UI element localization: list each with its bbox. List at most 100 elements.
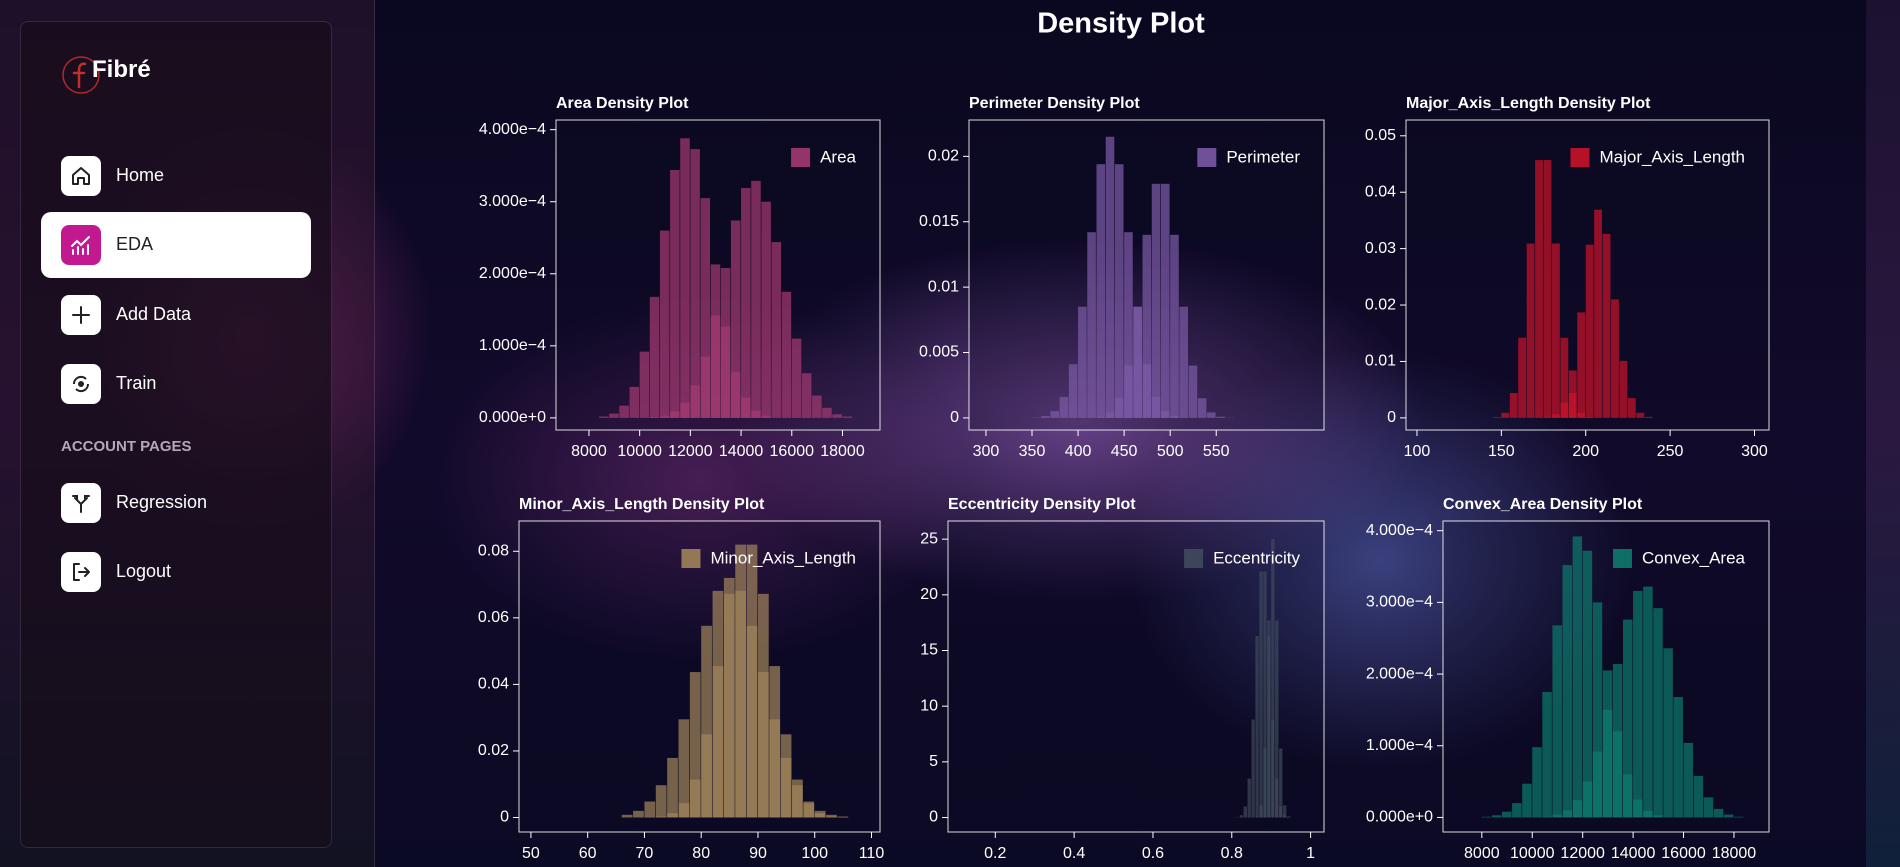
nav-item-active[interactable]: EDA — [41, 212, 311, 278]
x-tick-label: 50 — [522, 845, 540, 862]
histogram-bar — [701, 734, 712, 818]
x-tick-label: 0.2 — [984, 845, 1006, 862]
y-tick-label: 0 — [950, 409, 959, 426]
histogram-bar — [689, 779, 701, 818]
page-title: Density Plot — [1037, 8, 1205, 40]
nav-item[interactable]: Add Data — [41, 282, 311, 348]
histogram-bar — [741, 188, 751, 418]
histogram-bar — [1133, 306, 1142, 418]
histogram-bar — [1602, 709, 1613, 818]
x-tick-label: 8000 — [571, 443, 607, 460]
histogram-bar — [655, 785, 667, 818]
histogram-bar — [1535, 160, 1543, 418]
histogram-bar — [655, 816, 667, 818]
histogram-bar — [1585, 244, 1594, 418]
x-tick-label: 90 — [749, 845, 767, 862]
histogram-bar — [1713, 808, 1724, 818]
nav-label: Logout — [116, 561, 172, 581]
histogram-bar — [1592, 751, 1603, 818]
nav-label: Home — [116, 165, 165, 185]
y-tick-label: 25 — [920, 530, 938, 547]
histogram-bar — [1247, 778, 1251, 818]
histogram-bar — [1643, 586, 1653, 818]
x-tick-label: 70 — [636, 845, 654, 862]
histogram-bar — [690, 385, 700, 418]
histogram-bar — [621, 814, 633, 818]
histogram-bar — [780, 734, 792, 818]
legend-swatch — [681, 549, 701, 568]
histogram-bar — [1572, 536, 1583, 818]
legend-swatch — [1612, 549, 1632, 568]
nav-item[interactable]: Regression — [41, 470, 311, 536]
histogram-bar — [812, 395, 822, 418]
histogram-bar — [1267, 620, 1271, 818]
histogram-bar — [803, 803, 815, 818]
y-tick-label: 3.000e−4 — [479, 193, 546, 210]
chart-title: Area Density Plot — [556, 95, 689, 112]
y-tick-label: 0.000e+0 — [1366, 809, 1433, 826]
histogram-bar — [609, 413, 619, 418]
histogram-bar — [700, 198, 711, 418]
histogram-bar — [1512, 803, 1522, 818]
histogram-bar — [1582, 550, 1593, 818]
histogram-bar — [720, 268, 731, 418]
y-tick-label: 20 — [920, 586, 938, 603]
histogram-bar — [761, 201, 771, 418]
y-tick-label: 0.000e+0 — [479, 409, 546, 426]
x-tick-label: 1 — [1306, 845, 1315, 862]
x-tick-label: 450 — [1111, 443, 1138, 460]
x-tick-label: 60 — [579, 845, 597, 862]
section-title: ACCOUNT PAGES — [61, 438, 192, 455]
y-tick-label: 0.03 — [1365, 240, 1396, 257]
y-tick-label: 0 — [929, 809, 938, 826]
histogram-bar — [801, 373, 812, 418]
y-tick-label: 0 — [500, 809, 509, 826]
histogram-bar — [1693, 775, 1704, 818]
histogram-bar — [1543, 160, 1552, 418]
histogram-bar — [689, 672, 701, 818]
histogram-bar — [1733, 816, 1744, 818]
chart-title: Major_Axis_Length Density Plot — [1406, 95, 1651, 112]
histogram-bar — [1568, 370, 1577, 418]
y-tick-label: 0.05 — [1365, 127, 1396, 144]
y-tick-label: 0.06 — [478, 609, 509, 626]
histogram-bar — [837, 816, 849, 818]
histogram-bar — [1518, 337, 1527, 418]
histogram-bar — [792, 779, 803, 818]
chart: Eccentricity Density Plot 0 5 10 15 20 25 0.2 0.… — [920, 496, 1325, 862]
nav-item[interactable]: Train — [41, 351, 311, 417]
histogram-bar — [826, 816, 837, 818]
histogram-bar — [1096, 416, 1106, 418]
histogram-bar — [1078, 306, 1087, 418]
nav-item[interactable]: Logout — [41, 539, 311, 605]
nav-item[interactable]: Home — [41, 143, 311, 209]
histogram-bar — [667, 757, 678, 818]
x-tick-label: 16000 — [770, 443, 815, 460]
histogram-bar — [1594, 209, 1603, 418]
plot-frame — [518, 520, 881, 833]
y-tick-label: 0.08 — [478, 543, 509, 560]
x-tick-label: 250 — [1657, 443, 1684, 460]
plot-frame — [1442, 520, 1770, 833]
chart-title: Perimeter Density Plot — [969, 95, 1140, 112]
histogram-bar — [1551, 414, 1560, 418]
legend-label: Perimeter — [1226, 147, 1300, 166]
histogram-bar — [1041, 416, 1050, 418]
histogram-bar — [1572, 800, 1583, 818]
x-tick-label: 10000 — [617, 443, 662, 460]
x-tick-label: 14000 — [719, 443, 764, 460]
histogram-bar — [1526, 243, 1535, 418]
histogram-bar — [1551, 243, 1560, 418]
y-tick-label: 4.000e−4 — [479, 121, 546, 138]
histogram-bar — [700, 356, 711, 418]
histogram-bar — [1577, 312, 1586, 418]
histogram-bar — [1255, 816, 1259, 818]
histogram-bar — [1259, 571, 1263, 818]
histogram-bar — [1251, 719, 1255, 818]
x-tick-label: 18000 — [1712, 845, 1757, 862]
histogram-bar — [1207, 412, 1216, 418]
histogram-bar — [757, 593, 769, 818]
legend-label: Eccentricity — [1213, 548, 1300, 567]
